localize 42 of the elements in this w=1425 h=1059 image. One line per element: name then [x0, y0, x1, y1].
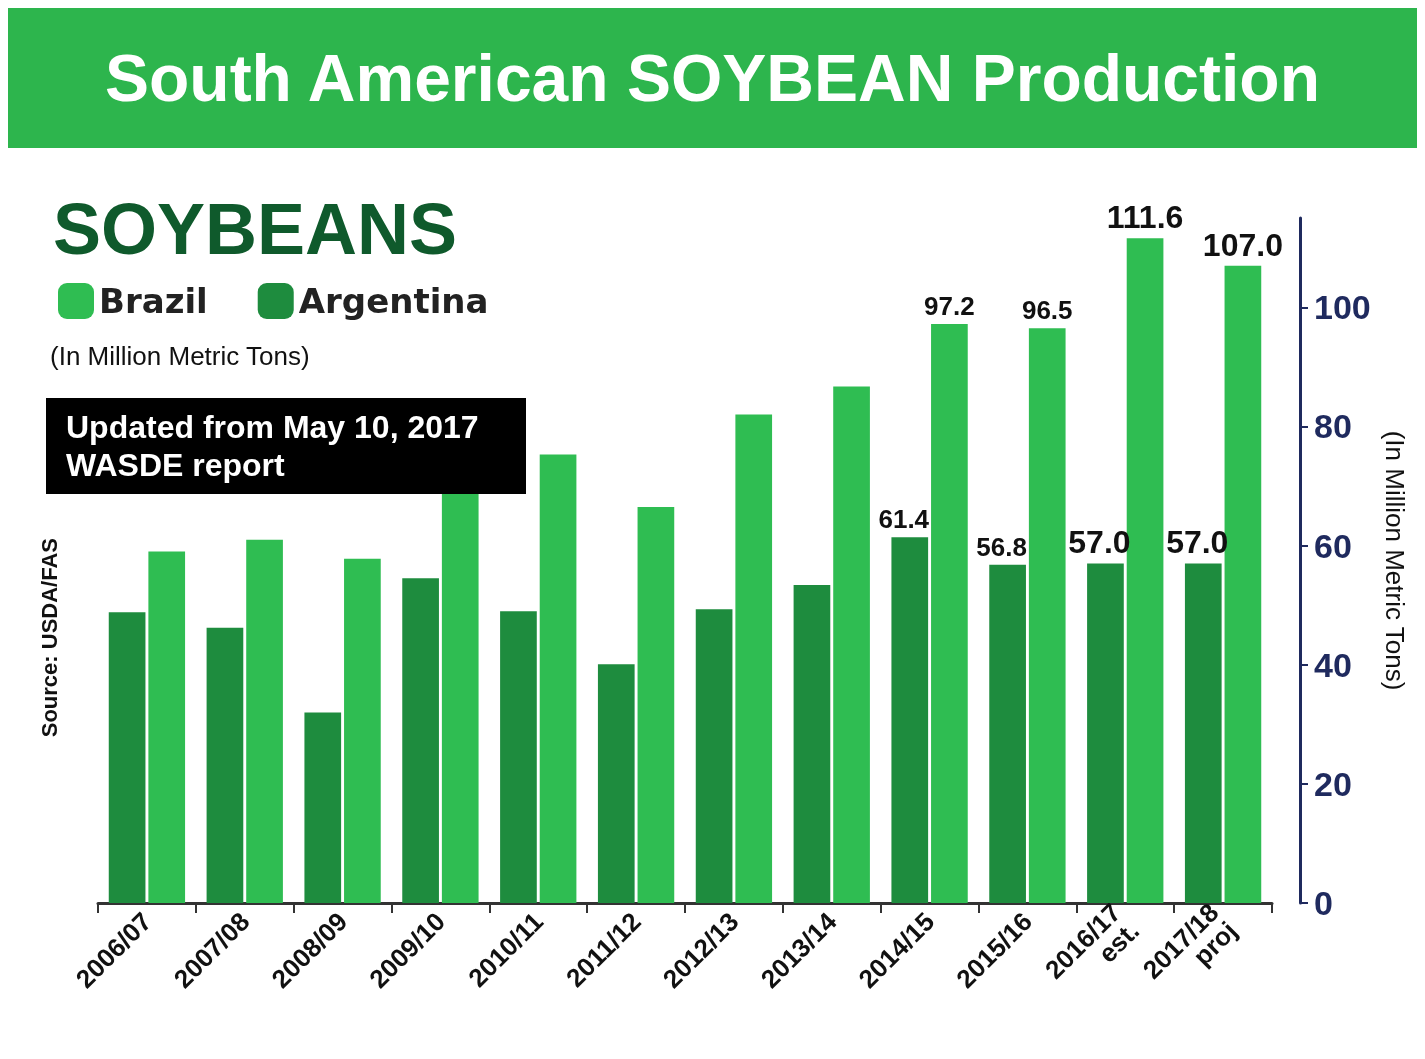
data-label: 111.6	[1106, 199, 1184, 236]
bar	[1087, 563, 1124, 903]
bar	[695, 609, 733, 903]
bar	[1184, 563, 1222, 903]
data-label: 107.0	[1202, 226, 1283, 263]
note-box: Updated from May 10, 2017 WASDE report	[46, 398, 526, 494]
bar	[246, 539, 283, 903]
bar	[206, 627, 244, 903]
annotation: (In Million Metric Tons)	[50, 341, 310, 371]
bar	[344, 558, 381, 903]
y-tick-label: 80	[1314, 407, 1352, 446]
bar	[441, 492, 479, 903]
y-tick-label: 60	[1314, 526, 1352, 565]
legend-label: Argentina	[298, 281, 489, 321]
chart-title: South American SOYBEAN Production	[104, 40, 1320, 116]
bar	[637, 506, 675, 903]
y-tick-label: 0	[1314, 884, 1333, 922]
bar	[931, 324, 968, 903]
bar	[108, 612, 146, 903]
data-label: 96.5	[1021, 295, 1073, 326]
y-tick-label: 100	[1314, 288, 1371, 327]
bar	[500, 611, 537, 903]
y-tick-label: 40	[1314, 645, 1352, 684]
bar	[597, 664, 635, 903]
bar	[833, 386, 870, 903]
y-tick-label: 20	[1314, 764, 1352, 803]
data-label: 56.8	[976, 531, 1027, 562]
chart-subtitle: SOYBEANS	[53, 189, 458, 269]
data-label: 61.4	[878, 504, 930, 535]
bar	[989, 564, 1026, 903]
bar	[539, 454, 577, 903]
bar	[1028, 328, 1066, 903]
legend-label: Brazil	[99, 281, 208, 321]
bar	[148, 551, 186, 903]
data-label: 97.2	[924, 291, 975, 322]
bar	[735, 414, 773, 903]
y-axis-title: (In Million Metric Tons)	[1379, 430, 1410, 691]
bar	[402, 578, 439, 903]
bar	[793, 584, 831, 903]
source-note: Source: USDA/FAS	[36, 537, 62, 738]
bar	[304, 712, 342, 903]
bar	[891, 537, 929, 903]
